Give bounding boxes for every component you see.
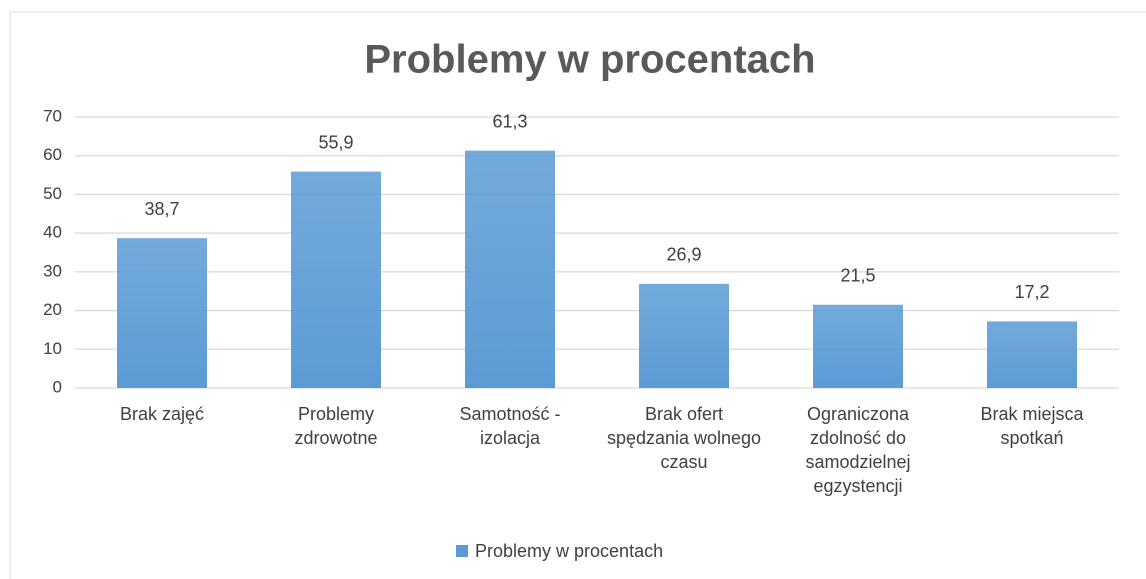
bar [813,304,903,388]
value-label: 55,9 [318,132,353,152]
value-label: 61,3 [492,111,527,131]
bar [987,321,1077,388]
x-tick-label: Brak miejsca spotkań [980,404,1084,448]
y-tick-label: 20 [43,300,62,319]
bar [639,283,729,388]
bar [291,171,381,388]
y-tick-label: 60 [43,145,62,164]
chart-title: Problemy w procentach [364,38,815,82]
value-label: 17,2 [1014,282,1049,302]
y-tick-label: 30 [43,261,62,280]
value-label: 38,7 [144,199,179,219]
x-tick-label: Samotność - izolacja [459,404,561,448]
x-tick-label: Problemy zdrowotne [294,404,378,448]
value-label: 21,5 [840,266,875,286]
y-tick-label: 0 [53,377,62,396]
bar [465,150,555,388]
x-tick-label: Brak ofert spędzania wolnego czasu [606,404,762,472]
bar [117,238,207,388]
value-label: 26,9 [666,245,701,265]
x-tick-label: Ograniczona zdolność do samodzielnej egz… [805,404,911,496]
y-tick-label: 40 [43,223,62,242]
y-tick-label: 10 [43,339,62,358]
y-tick-label: 50 [43,184,62,203]
y-tick-label: 70 [43,106,62,125]
legend-label: Problemy w procentach [475,541,663,561]
legend-swatch [456,545,468,557]
x-tick-label: Brak zajęć [119,404,205,424]
